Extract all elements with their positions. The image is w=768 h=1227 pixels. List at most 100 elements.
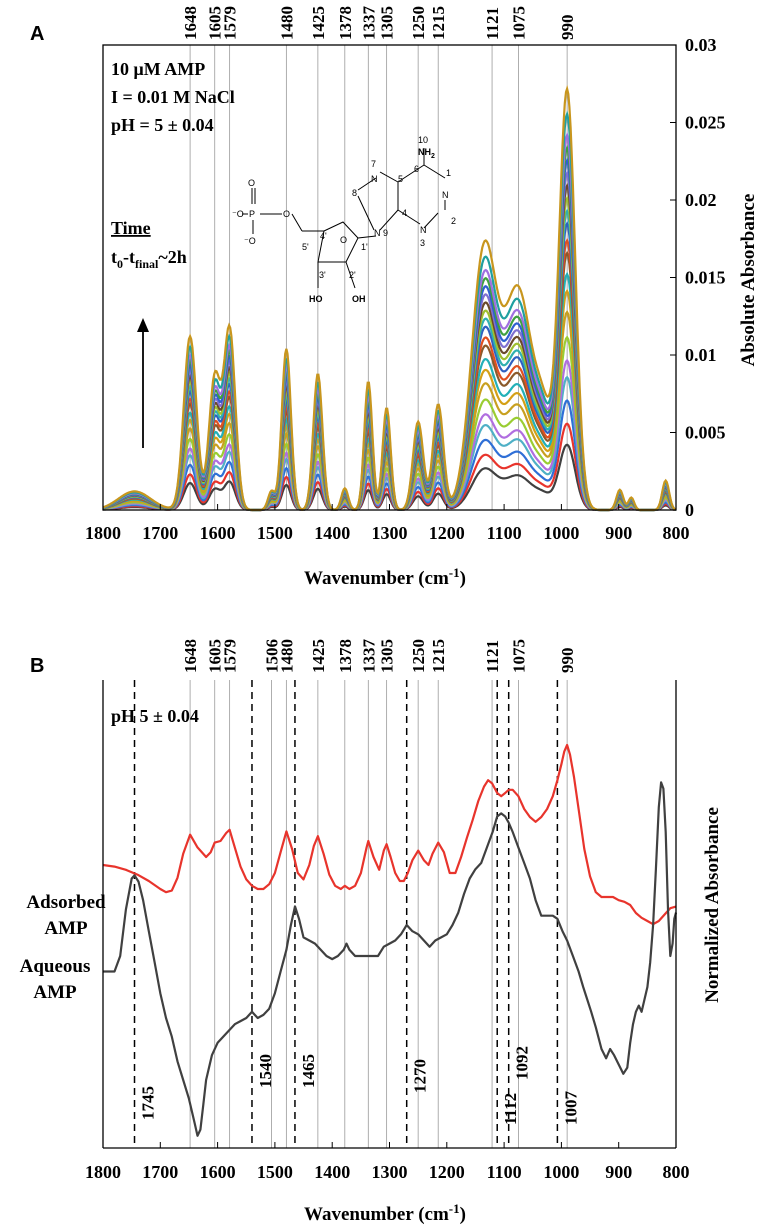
peak-label-b-1506: 1506 <box>262 639 281 673</box>
mol-ho: HO <box>309 294 323 304</box>
panel-a-y-tick-label: 0.03 <box>685 35 717 55</box>
panel-a-x-tick-label: 1700 <box>142 523 178 543</box>
panel-a-x-tick-label: 900 <box>605 523 632 543</box>
panel-b-x-axis-title: Wavenumber (cm-1) <box>304 1201 466 1225</box>
panel-b-x-tick-label: 1200 <box>429 1162 465 1182</box>
peak-label-b-990: 990 <box>558 648 577 674</box>
mol-o-top: O <box>248 178 255 188</box>
peak-label-b-1337: 1337 <box>359 639 378 674</box>
panel-a-y-tick-label: 0.015 <box>685 268 726 288</box>
mol-num6: 6 <box>414 164 419 174</box>
panel-a-x-tick-label: 1400 <box>314 523 350 543</box>
peak-label-1215: 1215 <box>429 6 448 40</box>
mol-n3: N <box>420 225 427 235</box>
peak-label-1378: 1378 <box>336 6 355 40</box>
panel-a-x-tick-label: 1200 <box>429 523 465 543</box>
mol-num3: 3 <box>420 238 425 248</box>
adsorbed-amp-spectrum <box>102 743 677 926</box>
panel-b-x-tick-label: 1500 <box>257 1162 293 1182</box>
panel-a-x-axis: 1800 1700 1600 1500 1400 1300 1200 1100 1000 900 8… <box>85 504 690 543</box>
peak-label-b-1605: 1605 <box>206 639 225 673</box>
mol-num1: 1 <box>446 168 451 178</box>
mol-num7: 7 <box>371 159 376 169</box>
mol-c1p: 1' <box>361 242 368 252</box>
peak-label-1648: 1648 <box>181 6 200 40</box>
panel-b-x-tick-label: 900 <box>605 1162 632 1182</box>
dashed-label-1465: 1465 <box>299 1054 318 1088</box>
panel-a-x-tick-label: 1100 <box>487 523 522 543</box>
panel-b-series <box>102 743 678 1137</box>
panel-b-y-axis-title: Normalized Absorbance <box>702 807 723 1003</box>
mol-n9: N <box>374 228 381 238</box>
peak-label-b-1305: 1305 <box>378 639 397 673</box>
peak-label-1605: 1605 <box>206 6 225 40</box>
mol-num4: 4 <box>402 208 407 218</box>
panel-b-x-tick-label: 1100 <box>487 1162 522 1182</box>
aqueous-amp-label-line2: AMP <box>33 982 77 1003</box>
peak-label-1425: 1425 <box>309 6 328 40</box>
peak-label-b-1378: 1378 <box>336 639 355 673</box>
mol-num5: 5 <box>398 174 403 184</box>
panel-a-spectrum-21 <box>102 84 677 512</box>
panel-b-peak-lines <box>133 680 568 1148</box>
mol-n1: N <box>442 190 449 200</box>
panel-a-y-tick-label: 0.025 <box>685 113 726 133</box>
peak-label-1305: 1305 <box>378 6 397 40</box>
panel-b-x-tick-label: 1700 <box>142 1162 178 1182</box>
mol-c5p: 5' <box>302 242 309 252</box>
adsorbed-amp-label-line1: Adsorbed <box>26 892 106 913</box>
peak-label-b-1121: 1121 <box>483 640 502 673</box>
peak-label-b-1215: 1215 <box>429 639 448 673</box>
peak-label-1121: 1121 <box>483 7 502 40</box>
panel-a-x-tick-label: 1800 <box>85 523 121 543</box>
peak-label-1075: 1075 <box>509 6 528 40</box>
adsorbed-amp-label-line2: AMP <box>44 918 88 939</box>
peak-label-b-1579: 1579 <box>221 639 240 673</box>
panel-a-spectrum-1 <box>102 443 676 512</box>
mol-num2: 2 <box>451 216 456 226</box>
panel-a-y-tick-label: 0.02 <box>685 190 717 210</box>
peak-label-b-1648: 1648 <box>181 639 200 673</box>
mol-nh2: NH2 <box>418 147 435 160</box>
mol-o-minus-bottom: ⁻O <box>244 236 256 246</box>
dashed-label-1092: 1092 <box>513 1046 532 1080</box>
panel-a-time-label: Time <box>111 218 151 238</box>
aqueous-amp-label-line1: Aqueous <box>20 956 91 977</box>
panel-a-x-tick-label: 1500 <box>257 523 293 543</box>
peak-label-b-1250: 1250 <box>409 639 428 673</box>
panel-b-label: B <box>30 655 44 677</box>
mol-num8: 8 <box>352 188 357 198</box>
panel-a-y-tick-label: 0 <box>685 500 694 520</box>
panel-a-concentration-label: 10 μM AMP <box>111 59 205 79</box>
amp-structure-icon <box>242 148 446 289</box>
panel-a-x-axis-title: Wavenumber (cm-1) <box>304 565 466 589</box>
time-arrow-icon <box>137 318 149 448</box>
panel-a-ph-label: pH = 5 ± 0.04 <box>111 115 214 135</box>
panel-b-dashed-labels: 1745 1540 1465 1270 1112 1092 1007 <box>139 1046 581 1125</box>
peak-label-1579: 1579 <box>221 6 240 40</box>
panel-b-ph-label: pH 5 ± 0.04 <box>111 706 199 726</box>
mol-oh: OH <box>352 294 366 304</box>
dashed-label-1745: 1745 <box>139 1086 158 1120</box>
mol-c4p: 4' <box>320 231 327 241</box>
panel-b-x-axis: 1800 1700 1600 1500 1400 1300 1200 1100 1000 900 8… <box>85 1142 690 1182</box>
panel-a-y-tick-label: 0.01 <box>685 345 717 365</box>
panel-a-x-tick-label: 1000 <box>543 523 579 543</box>
panel-b-x-tick-label: 1000 <box>543 1162 579 1182</box>
panel-a-ionic-strength-label: I = 0.01 M NaCl <box>111 87 235 107</box>
panel-b-x-tick-label: 800 <box>663 1162 690 1182</box>
panel-a-x-tick-label: 800 <box>663 523 690 543</box>
peak-label-b-1075: 1075 <box>509 639 528 673</box>
mol-c3p: 3' <box>319 270 326 280</box>
peak-label-990: 990 <box>558 15 577 41</box>
peak-label-b-1480: 1480 <box>277 639 296 673</box>
peak-label-b-1425: 1425 <box>309 639 328 673</box>
panel-a-y-axis-title: Absolute Absorbance <box>738 194 759 367</box>
aqueous-amp-spectrum <box>103 781 678 1137</box>
panel-a-series <box>102 84 677 512</box>
dashed-label-1112: 1112 <box>501 1093 520 1125</box>
dashed-label-1270: 1270 <box>411 1059 430 1093</box>
